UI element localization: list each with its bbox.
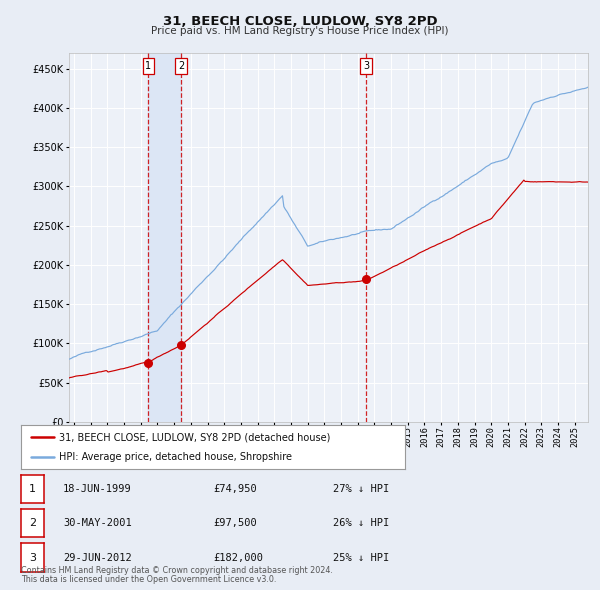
Text: 27% ↓ HPI: 27% ↓ HPI	[333, 484, 389, 494]
Text: 26% ↓ HPI: 26% ↓ HPI	[333, 519, 389, 528]
Text: 2: 2	[178, 61, 184, 71]
Text: Price paid vs. HM Land Registry's House Price Index (HPI): Price paid vs. HM Land Registry's House …	[151, 26, 449, 36]
Text: 30-MAY-2001: 30-MAY-2001	[63, 519, 132, 528]
Bar	[148, 53, 181, 422]
Text: Contains HM Land Registry data © Crown copyright and database right 2024.: Contains HM Land Registry data © Crown c…	[21, 566, 333, 575]
Text: 31, BEECH CLOSE, LUDLOW, SY8 2PD (detached house): 31, BEECH CLOSE, LUDLOW, SY8 2PD (detach…	[59, 432, 331, 442]
Text: 25% ↓ HPI: 25% ↓ HPI	[333, 553, 389, 562]
Text: 1: 1	[29, 484, 36, 494]
Text: 29-JUN-2012: 29-JUN-2012	[63, 553, 132, 562]
Text: 3: 3	[363, 61, 369, 71]
Text: 18-JUN-1999: 18-JUN-1999	[63, 484, 132, 494]
Text: £97,500: £97,500	[213, 519, 257, 528]
Text: £74,950: £74,950	[213, 484, 257, 494]
Text: 3: 3	[29, 553, 36, 562]
Text: 31, BEECH CLOSE, LUDLOW, SY8 2PD: 31, BEECH CLOSE, LUDLOW, SY8 2PD	[163, 15, 437, 28]
Text: 1: 1	[145, 61, 151, 71]
Text: £182,000: £182,000	[213, 553, 263, 562]
Text: This data is licensed under the Open Government Licence v3.0.: This data is licensed under the Open Gov…	[21, 575, 277, 584]
Text: HPI: Average price, detached house, Shropshire: HPI: Average price, detached house, Shro…	[59, 452, 292, 461]
Text: 2: 2	[29, 519, 36, 528]
